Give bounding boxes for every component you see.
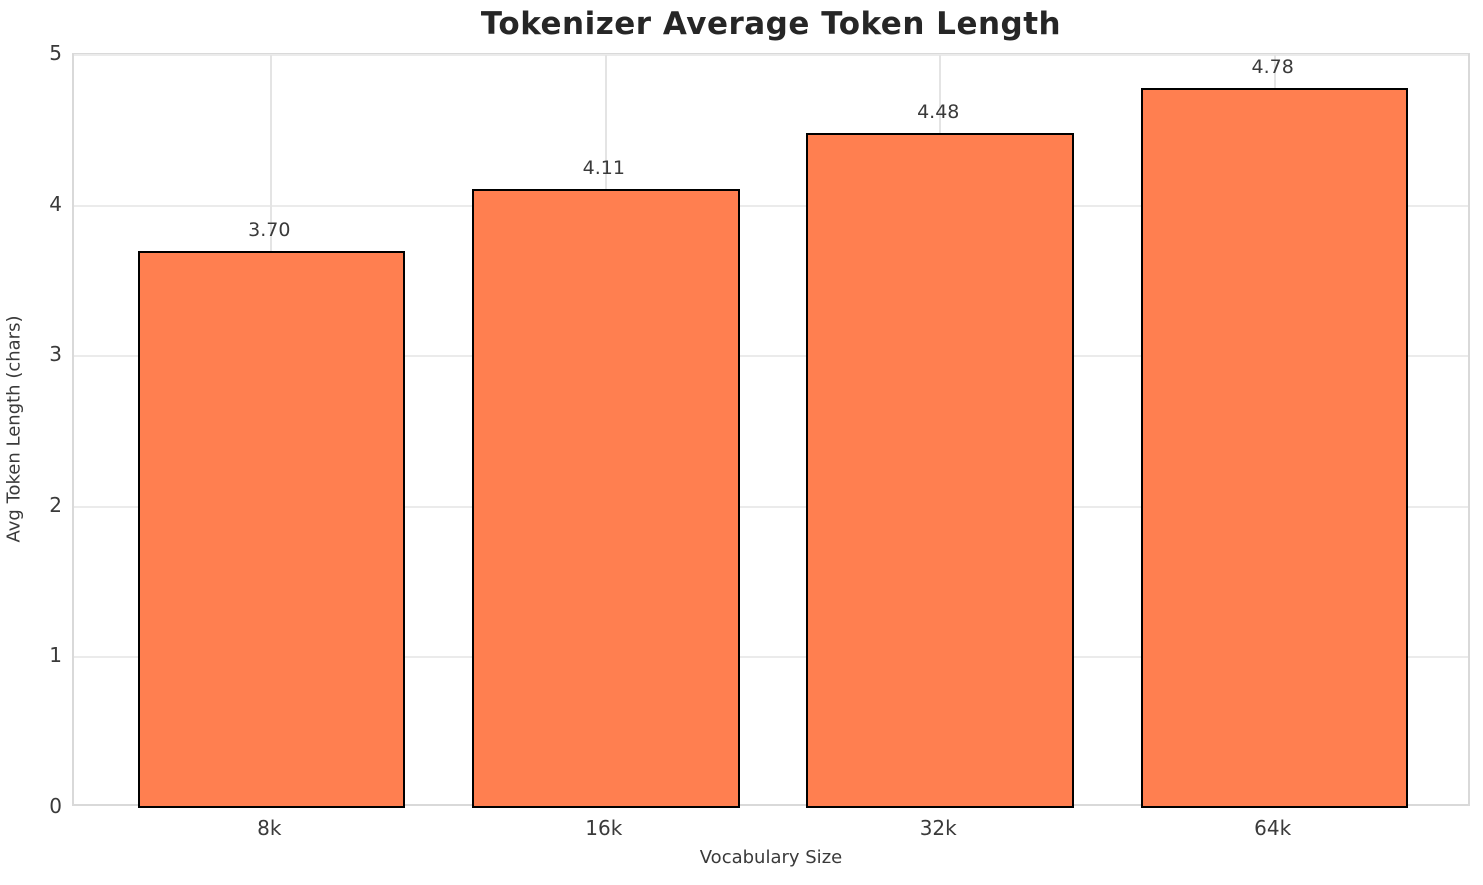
chart-title: Tokenizer Average Token Length [480, 6, 1062, 42]
bar-16k [471, 189, 740, 808]
bar-value-label: 4.48 [917, 101, 960, 124]
plot-area [72, 53, 1470, 808]
horizontal-gridline [74, 54, 1468, 56]
horizontal-gridline [74, 505, 1468, 508]
y-axis-label: Avg Token Length (chars) [3, 315, 25, 543]
x-tick-label-32k: 32k [919, 816, 957, 840]
y-tick-label: 4 [49, 191, 62, 216]
bar-8k [137, 250, 406, 808]
bar-value-label: 4.11 [582, 157, 625, 180]
x-tick-label-64k: 64k [1254, 816, 1292, 840]
y-tick-label: 0 [49, 794, 62, 818]
bar-value-label: 4.78 [1251, 56, 1294, 79]
bar-64k [1140, 88, 1409, 808]
horizontal-gridline [74, 355, 1468, 358]
horizontal-gridline [74, 204, 1468, 207]
y-tick-label: 1 [49, 643, 62, 668]
y-tick-label: 2 [49, 492, 62, 517]
y-tick-label: 5 [49, 41, 62, 65]
x-axis-label: Vocabulary Size [699, 847, 843, 868]
horizontal-gridline [74, 656, 1468, 659]
bar-value-label: 3.70 [248, 218, 291, 241]
bar-32k [806, 133, 1074, 808]
x-tick-label-8k: 8k [257, 816, 282, 840]
x-tick-label-16k: 16k [585, 816, 623, 840]
y-tick-label: 3 [49, 342, 62, 367]
